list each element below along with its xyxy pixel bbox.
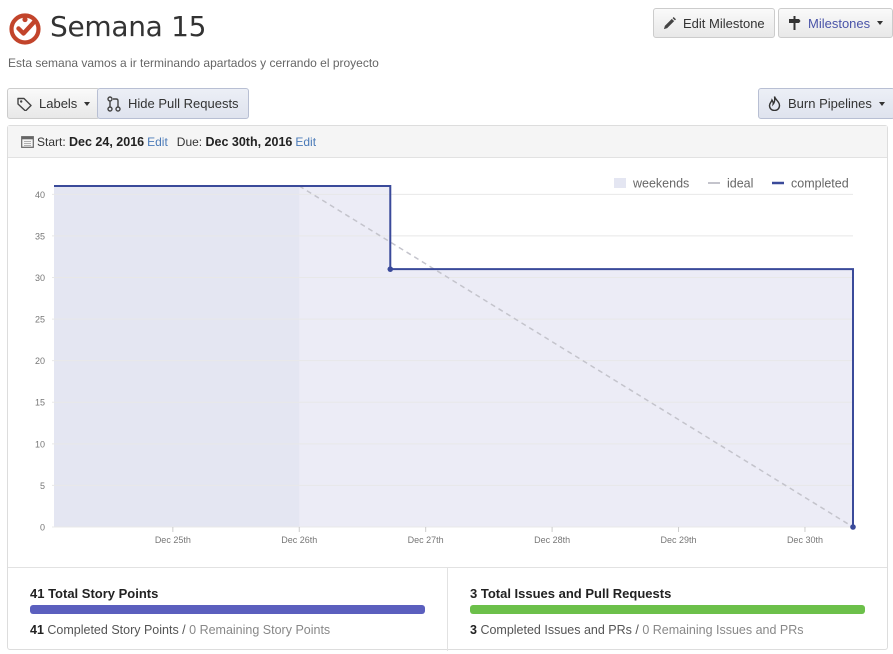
labels-label: Labels: [39, 96, 78, 111]
issues-remaining-text: 0 Remaining Issues and PRs: [642, 623, 804, 637]
issues-completed-count: 3: [470, 623, 477, 637]
legend-weekends-swatch: [614, 178, 626, 188]
completed-point: [850, 524, 856, 530]
burndown-panel: Start: Dec 24, 2016 Edit Due: Dec 30th, …: [7, 125, 888, 651]
y-tick-label: 5: [40, 481, 45, 491]
story-completed-text: Completed Story Points /: [47, 623, 186, 637]
pull-request-icon: [107, 95, 121, 112]
story-points-progress: [30, 605, 425, 614]
hide-pull-requests-button[interactable]: Hide Pull Requests: [97, 88, 249, 119]
calendar-icon: [21, 136, 34, 148]
burn-pipelines-dropdown[interactable]: Burn Pipelines: [758, 88, 893, 119]
x-tick-label: Dec 25th: [155, 535, 191, 545]
x-tick-label: Dec 26th: [281, 535, 317, 545]
stats-row: 41 Total Story Points 41 Completed Story…: [8, 567, 887, 651]
ideal-line: [298, 185, 854, 528]
start-label: Start:: [37, 134, 66, 149]
page-title: Semana 15: [50, 10, 207, 43]
x-tick-label: Dec 30th: [787, 535, 823, 545]
tag-icon: [17, 97, 32, 111]
issues-progress-fill: [470, 605, 865, 614]
story-points-stat: 41 Total Story Points 41 Completed Story…: [8, 568, 447, 651]
burndown-chart: 0 5 10 15 20 25 30 35 40 Dec 25th Dec 26th Dec 27th…: [35, 177, 856, 545]
y-tick-label: 10: [35, 439, 45, 449]
x-tick-label: Dec 28th: [534, 535, 570, 545]
chevron-down-icon: [878, 101, 885, 106]
milestones-dropdown[interactable]: Milestones: [778, 8, 893, 38]
issues-title: 3 Total Issues and Pull Requests: [470, 586, 672, 601]
issues-summary: 3 Completed Issues and PRs / 0 Remaining…: [470, 623, 804, 637]
edit-start-link[interactable]: Edit: [147, 134, 168, 149]
labels-dropdown[interactable]: Labels: [7, 88, 101, 119]
weekend-band: [54, 186, 300, 527]
legend-label-ideal: ideal: [727, 177, 753, 191]
legend-label-weekends: weekends: [632, 177, 689, 191]
signpost-icon: [789, 16, 801, 30]
y-tick-label: 35: [35, 231, 45, 241]
story-points-progress-fill: [30, 605, 425, 614]
story-points-title: 41 Total Story Points: [30, 586, 159, 601]
milestone-description: Esta semana vamos a ir terminando aparta…: [8, 56, 379, 70]
milestones-label: Milestones: [808, 15, 871, 31]
y-tick-label: 25: [35, 315, 45, 325]
chevron-down-icon: [84, 101, 91, 106]
y-tick-label: 20: [35, 356, 45, 366]
issues-stat: 3 Total Issues and Pull Requests 3 Compl…: [447, 568, 887, 651]
start-date: Dec 24, 2016: [69, 134, 145, 149]
flame-icon: [768, 96, 781, 111]
y-tick-label: 30: [35, 273, 45, 283]
y-tick-label: 40: [35, 190, 45, 200]
milestone-dates: Start: Dec 24, 2016 Edit Due: Dec 30th, …: [8, 126, 887, 158]
story-points-summary: 41 Completed Story Points / 0 Remaining …: [30, 623, 330, 637]
completed-point: [387, 266, 394, 272]
edit-milestone-button[interactable]: Edit Milestone: [653, 8, 775, 38]
y-tick-label: 15: [35, 398, 45, 408]
story-completed-count: 41: [30, 623, 44, 637]
due-date: Dec 30th, 2016: [205, 134, 293, 149]
x-tick-label: Dec 29th: [661, 535, 697, 545]
issues-progress: [470, 605, 865, 614]
edit-due-link[interactable]: Edit: [295, 134, 317, 149]
chevron-down-icon: [877, 21, 884, 25]
issues-completed-text: Completed Issues and PRs /: [480, 623, 639, 637]
due-label: Due:: [176, 134, 203, 149]
y-tick-label: 0: [40, 523, 45, 533]
burn-pipelines-label: Burn Pipelines: [788, 96, 872, 111]
x-tick-label: Dec 27th: [408, 535, 444, 545]
edit-milestone-label: Edit Milestone: [683, 15, 765, 31]
story-remaining-text: 0 Remaining Story Points: [189, 623, 331, 637]
hide-pull-requests-label: Hide Pull Requests: [128, 96, 239, 111]
pencil-icon: [663, 16, 676, 29]
milestone-logo-icon: [9, 13, 41, 45]
legend-label-completed: completed: [791, 177, 849, 191]
